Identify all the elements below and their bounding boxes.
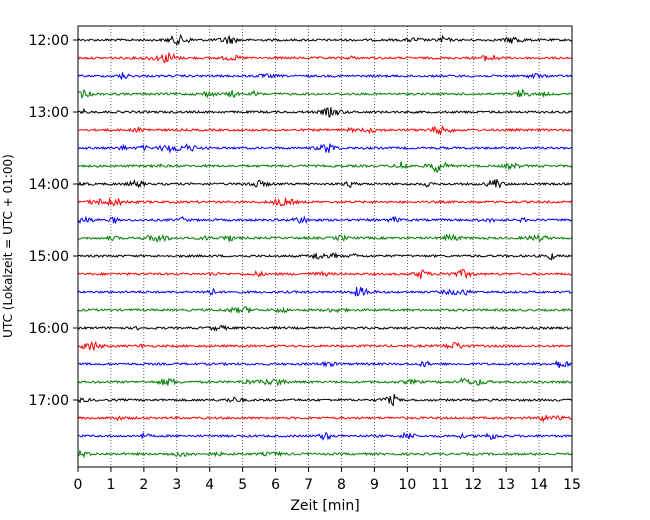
- trace-line: [77, 215, 573, 225]
- trace-line: [77, 340, 573, 351]
- x-tick-label: 0: [74, 477, 83, 493]
- trace-line: [77, 107, 573, 118]
- trace-line: [77, 360, 573, 369]
- x-tick-label: 6: [271, 477, 280, 493]
- x-tick-label: 3: [172, 477, 181, 493]
- trace-line: [77, 52, 573, 64]
- trace-line: [77, 268, 573, 279]
- x-tick-label: 5: [238, 477, 247, 493]
- x-tick-label: 9: [370, 477, 379, 493]
- x-tick-label: 1: [106, 477, 115, 493]
- x-tick-label: 7: [304, 477, 313, 493]
- trace-line: [77, 251, 573, 261]
- x-tick-label: 13: [497, 477, 515, 493]
- x-tick-label: 2: [139, 477, 148, 493]
- y-axis-label: UTC (Lokalzeit = UTC + 01:00): [1, 154, 15, 338]
- x-axis-ticks: 0 1 2 3 4 5 6 7 8 9 10 11 12 13 14 15: [74, 467, 581, 493]
- x-tick-label: 4: [205, 477, 214, 493]
- x-tick-label: 15: [563, 477, 581, 493]
- y-tick-label: 13:00: [29, 105, 69, 121]
- y-axis-ticks: 12:00 13:00 14:00 15:00 16:00 17:00: [29, 33, 78, 409]
- trace-line: [77, 33, 573, 47]
- x-tick-label: 14: [530, 477, 548, 493]
- trace-line: [77, 450, 573, 459]
- x-tick-label: 10: [398, 477, 416, 493]
- plot-frame: [77, 25, 573, 468]
- y-tick-label: 16:00: [29, 321, 69, 337]
- trace-line: [77, 197, 573, 207]
- trace-line: [77, 72, 573, 81]
- y-tick-label: 12:00: [29, 33, 69, 49]
- trace-line: [77, 286, 573, 297]
- trace-line: [77, 88, 573, 100]
- trace-line: [77, 393, 573, 407]
- trace-line: [77, 324, 573, 332]
- y-tick-label: 14:00: [29, 177, 69, 193]
- y-tick-label: 15:00: [29, 249, 69, 265]
- trace-line: [77, 377, 573, 387]
- trace-line: [78, 125, 573, 136]
- x-axis-label: Zeit [min]: [290, 498, 359, 514]
- seismic-traces: [77, 33, 573, 459]
- trace-line: [77, 178, 573, 189]
- x-tick-label: 11: [431, 477, 449, 493]
- x-tick-label: 8: [337, 477, 346, 493]
- y-tick-label: 17:00: [29, 393, 69, 409]
- trace-line: [77, 431, 573, 441]
- trace-line: [77, 161, 573, 173]
- trace-line: [77, 306, 573, 315]
- trace-line: [77, 414, 573, 424]
- trace-line: [77, 143, 573, 154]
- x-tick-label: 12: [464, 477, 482, 493]
- trace-line: [77, 233, 573, 243]
